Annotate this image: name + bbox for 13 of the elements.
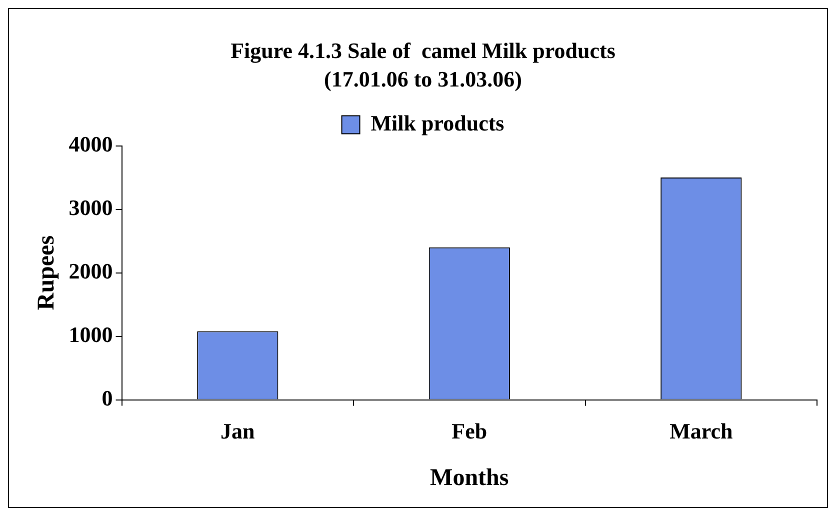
x-axis-title: Months <box>430 464 509 491</box>
x-tick-label: March <box>670 418 733 444</box>
y-tick-label: 0 <box>102 385 113 410</box>
y-tick-label: 2000 <box>68 258 113 284</box>
chart-title: Figure 4.1.3 Sale of camel Milk products <box>230 38 616 63</box>
y-tick-label: 1000 <box>68 322 113 347</box>
legend-label: Milk products <box>370 110 505 136</box>
chart-subtitle: (17.01.06 to 31.03.06) <box>324 66 522 92</box>
y-axis-title: Rupees <box>34 235 60 310</box>
y-tick-label: 3000 <box>68 194 113 220</box>
y-tick-label: 4000 <box>68 131 113 156</box>
x-tick-label: Feb <box>452 418 488 444</box>
x-tick-label: Jan <box>220 418 255 444</box>
